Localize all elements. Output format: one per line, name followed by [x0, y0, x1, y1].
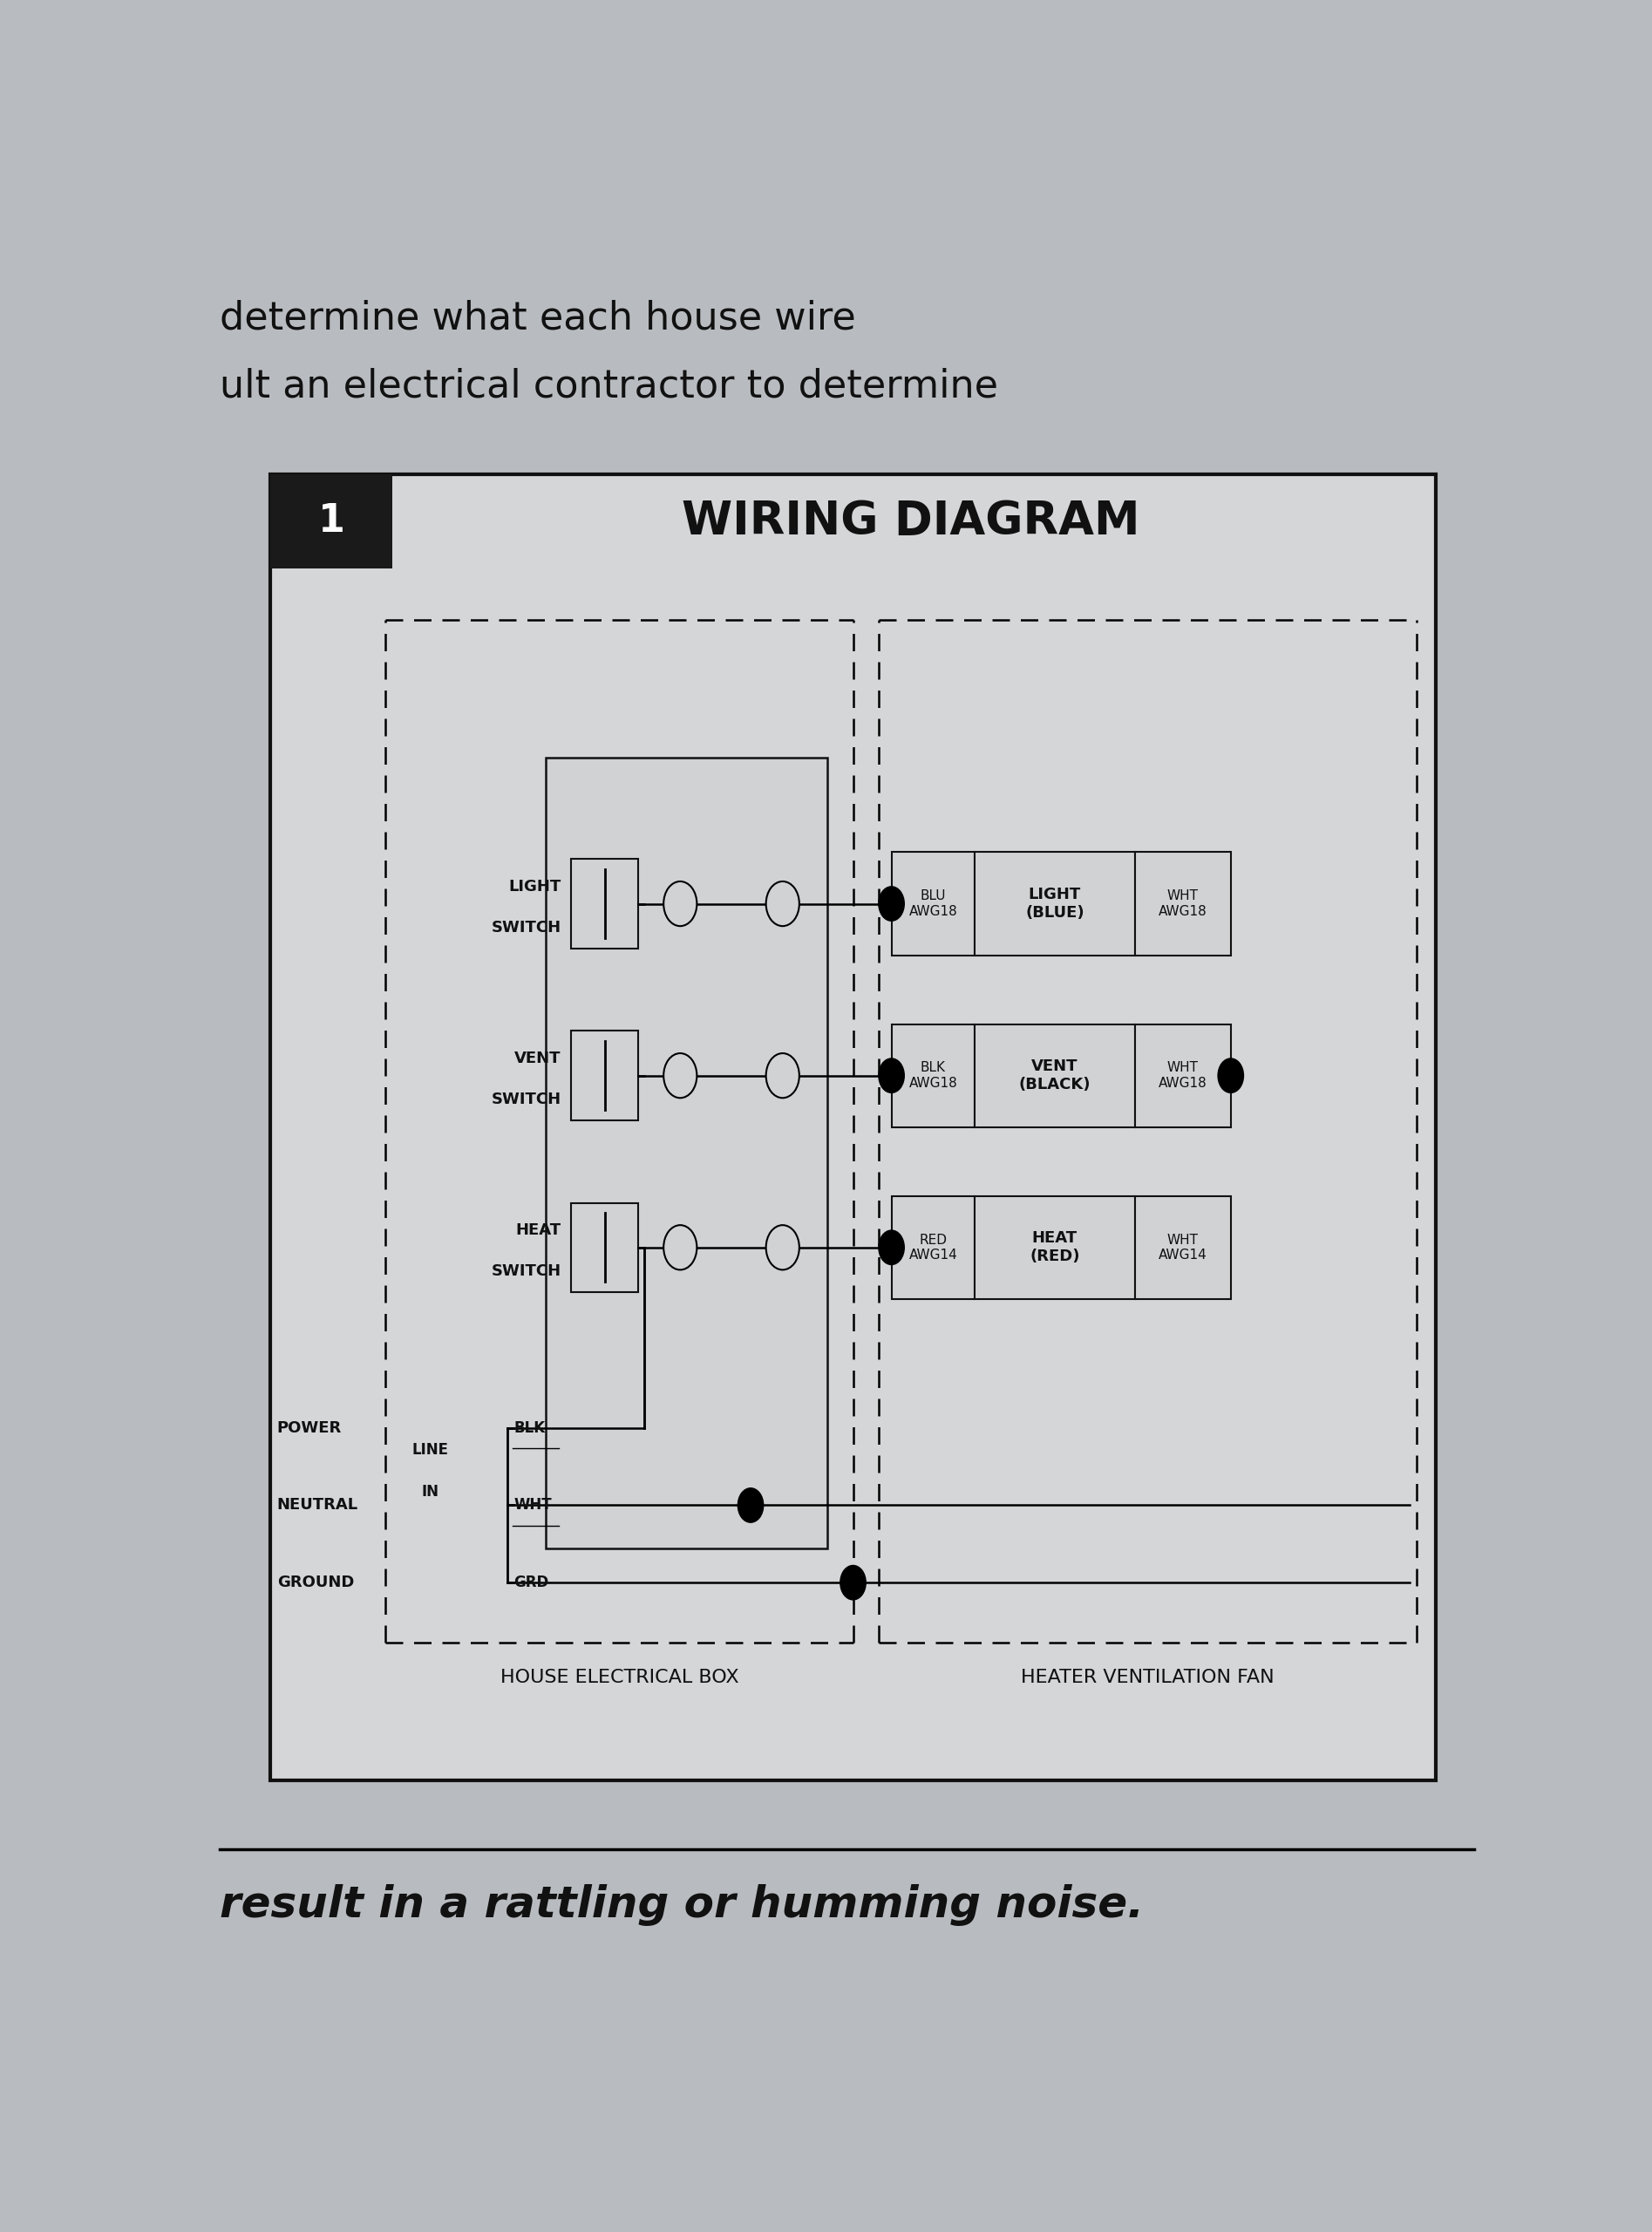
Text: LINE: LINE [413, 1442, 449, 1457]
Circle shape [738, 1489, 763, 1522]
Bar [1135, 853, 1231, 955]
Text: POWER: POWER [278, 1420, 342, 1435]
Text: GRD: GRD [514, 1576, 548, 1591]
Text: LIGHT
(BLUE): LIGHT (BLUE) [1026, 886, 1084, 920]
Circle shape [841, 1565, 866, 1600]
Text: WHT
AWG18: WHT AWG18 [1158, 1062, 1208, 1089]
Text: HEAT
(RED): HEAT (RED) [1029, 1230, 1080, 1263]
Bar [572, 1031, 638, 1120]
Circle shape [879, 1058, 904, 1094]
Text: SWITCH: SWITCH [491, 1091, 562, 1107]
Text: 1: 1 [317, 502, 345, 540]
Circle shape [767, 882, 800, 926]
Text: VENT
(BLACK): VENT (BLACK) [1019, 1058, 1090, 1091]
Circle shape [767, 1225, 800, 1270]
Text: NEUTRAL: NEUTRAL [278, 1498, 358, 1513]
Text: SWITCH: SWITCH [491, 1263, 562, 1279]
Text: IN: IN [421, 1484, 439, 1500]
Text: HOUSE ELECTRICAL BOX: HOUSE ELECTRICAL BOX [501, 1670, 738, 1685]
Bar [572, 1203, 638, 1292]
Bar [1135, 1196, 1231, 1299]
Bar [975, 1024, 1135, 1127]
Circle shape [879, 886, 904, 922]
Bar [271, 473, 1436, 1781]
Circle shape [664, 882, 697, 926]
Text: determine what each house wire: determine what each house wire [220, 299, 856, 337]
Circle shape [767, 1054, 800, 1098]
Bar [892, 853, 975, 955]
Bar [1135, 1024, 1231, 1127]
Circle shape [664, 1054, 697, 1098]
Bar [271, 473, 392, 569]
Text: LIGHT: LIGHT [509, 879, 562, 895]
Text: WHT: WHT [514, 1498, 552, 1513]
Text: GROUND: GROUND [278, 1576, 354, 1591]
Text: WHT
AWG14: WHT AWG14 [1158, 1234, 1208, 1261]
Text: SWITCH: SWITCH [491, 920, 562, 935]
Circle shape [1218, 1058, 1244, 1094]
Text: ult an electrical contractor to determine: ult an electrical contractor to determin… [220, 368, 998, 406]
Text: BLU
AWG18: BLU AWG18 [909, 891, 958, 917]
Text: VENT: VENT [514, 1051, 562, 1067]
Text: BLK: BLK [514, 1420, 545, 1435]
Text: BLK
AWG18: BLK AWG18 [909, 1062, 958, 1089]
Bar [892, 1196, 975, 1299]
Text: result in a rattling or humming noise.: result in a rattling or humming noise. [220, 1884, 1143, 1926]
Text: HEATER VENTILATION FAN: HEATER VENTILATION FAN [1021, 1670, 1274, 1685]
Text: WHT
AWG18: WHT AWG18 [1158, 891, 1208, 917]
Text: HEAT: HEAT [515, 1223, 562, 1239]
Text: RED
AWG14: RED AWG14 [909, 1234, 958, 1261]
Bar [572, 859, 638, 949]
Bar [975, 853, 1135, 955]
Bar [892, 1024, 975, 1127]
Circle shape [664, 1225, 697, 1270]
Circle shape [879, 1230, 904, 1266]
Bar [975, 1196, 1135, 1299]
Bar [545, 757, 828, 1549]
Text: WIRING DIAGRAM: WIRING DIAGRAM [682, 498, 1140, 545]
